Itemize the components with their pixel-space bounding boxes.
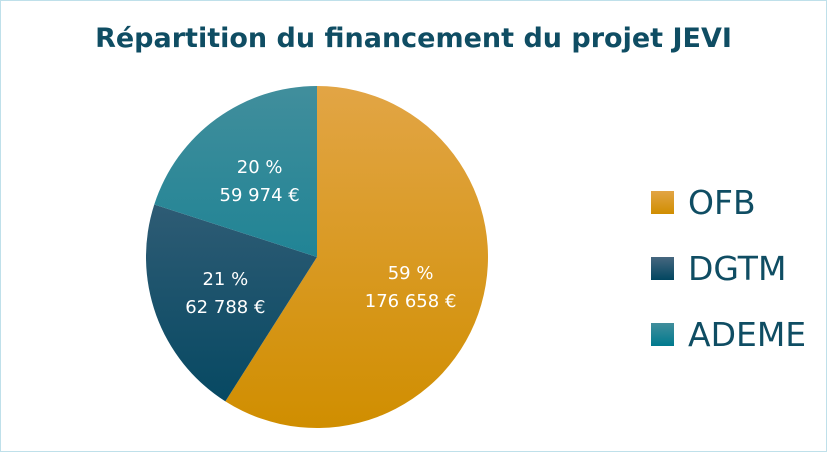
- legend-swatch-ademe: [651, 322, 674, 346]
- data-label-ofb-value: 176 658 €: [365, 291, 457, 312]
- legend-item-ademe: ADEME: [651, 301, 806, 367]
- data-label-ademe-value: 59 974 €: [220, 185, 300, 206]
- data-label-dgtm-value: 62 788 €: [185, 297, 265, 318]
- legend-item-dgtm: DGTM: [651, 235, 806, 301]
- pie-slice-ademe: [154, 86, 317, 257]
- legend-label-ademe: ADEME: [688, 314, 807, 354]
- legend-swatch-dgtm: [651, 256, 674, 280]
- data-label-dgtm-percent: 21 %: [202, 269, 248, 290]
- data-label-ofb-percent: 59 %: [388, 263, 434, 284]
- legend-item-ofb: OFB: [651, 169, 806, 235]
- pie-slice-ofb: [225, 86, 488, 428]
- data-label-ademe-percent: 20 %: [237, 157, 283, 178]
- pie-slice-dgtm: [145, 204, 317, 402]
- legend: OFB DGTM ADEME: [651, 169, 806, 367]
- chart-title: Répartition du financement du projet JEV…: [95, 23, 732, 54]
- legend-swatch-ofb: [651, 190, 674, 214]
- legend-label-ofb: OFB: [688, 182, 756, 222]
- legend-label-dgtm: DGTM: [688, 248, 787, 288]
